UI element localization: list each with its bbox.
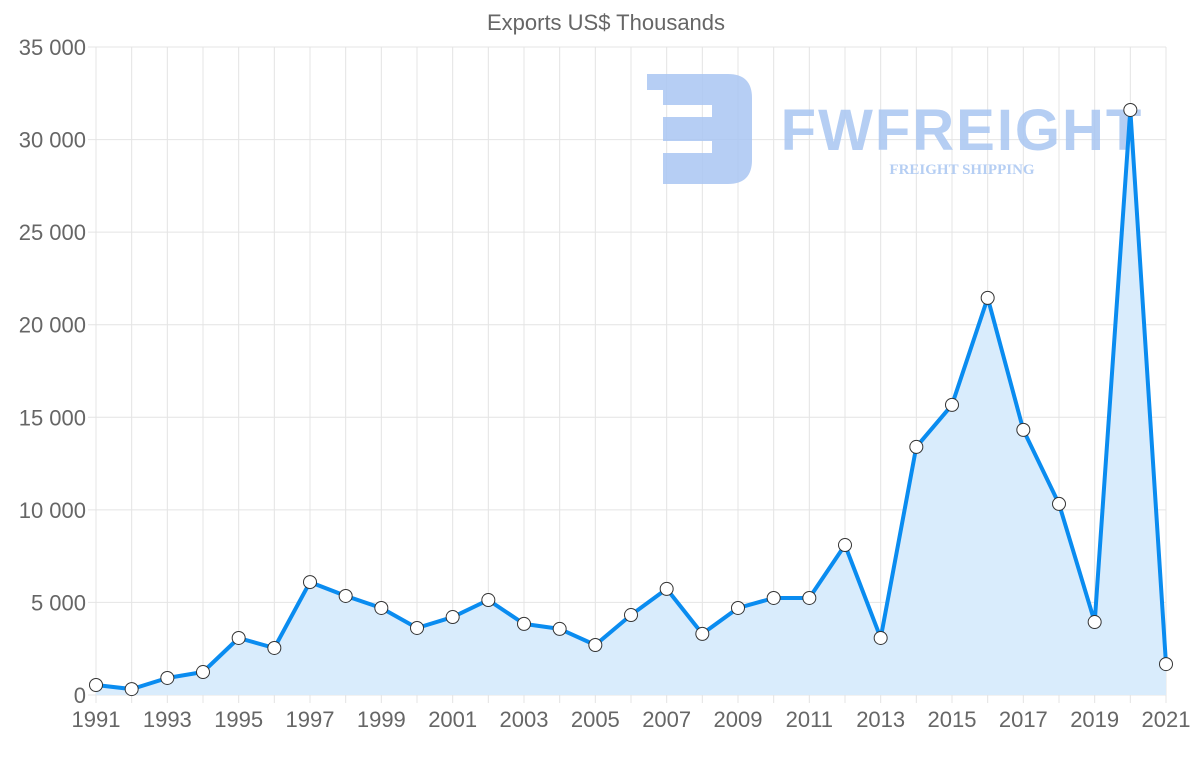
data-point[interactable]	[588, 638, 603, 653]
data-point[interactable]	[873, 630, 888, 645]
y-tick-label: 30 000	[19, 128, 86, 153]
data-point[interactable]	[766, 590, 781, 605]
x-tick-label: 2015	[928, 707, 977, 732]
data-point[interactable]	[945, 397, 959, 412]
y-tick-label: 15 000	[19, 405, 86, 430]
data-point[interactable]	[695, 626, 710, 641]
data-point[interactable]	[624, 608, 638, 623]
data-point[interactable]	[552, 621, 567, 636]
data-point[interactable]	[303, 575, 317, 590]
y-tick-label: 0	[74, 683, 86, 708]
data-point[interactable]	[338, 588, 353, 603]
data-point[interactable]	[196, 665, 210, 680]
x-tick-label: 2011	[786, 707, 833, 732]
x-tick-label: 2021	[1142, 707, 1191, 732]
x-tick-label: 1991	[72, 707, 121, 732]
x-tick-label: 2009	[714, 707, 763, 732]
y-tick-label: 35 000	[19, 35, 86, 60]
data-point[interactable]	[980, 290, 995, 305]
data-point[interactable]	[1052, 496, 1066, 511]
data-point[interactable]	[909, 439, 924, 454]
grid	[88, 46, 1167, 703]
x-tick-label: 2013	[856, 707, 905, 732]
data-point[interactable]	[445, 610, 460, 625]
logo-mark-icon	[647, 74, 752, 184]
x-tick-label: 2017	[999, 707, 1048, 732]
data-point[interactable]	[731, 600, 745, 615]
data-point[interactable]	[231, 630, 246, 645]
y-tick-label: 5 000	[31, 590, 86, 615]
y-tick-label: 25 000	[19, 220, 86, 245]
x-tick-label: 2003	[500, 707, 549, 732]
data-point[interactable]	[1087, 615, 1102, 630]
series-points	[89, 102, 1173, 697]
data-point[interactable]	[1016, 422, 1031, 437]
y-tick-label: 10 000	[19, 498, 86, 523]
y-tick-label: 20 000	[19, 313, 86, 338]
x-tick-label: 2019	[1070, 707, 1119, 732]
x-tick-label: 2005	[571, 707, 620, 732]
x-tick-label: 2007	[642, 707, 691, 732]
data-point[interactable]	[481, 593, 496, 608]
data-point[interactable]	[160, 670, 175, 685]
data-point[interactable]	[410, 620, 424, 635]
x-tick-label: 1993	[143, 707, 192, 732]
watermark-brand: FWFREIGHT	[781, 98, 1144, 163]
x-axis: 1991 1993 1995 1997 1999 2001 2003 2005 2007 2009…	[72, 707, 1191, 732]
data-point[interactable]	[802, 590, 817, 605]
x-tick-label: 1999	[357, 707, 406, 732]
data-point[interactable]	[89, 678, 103, 693]
data-point[interactable]	[517, 616, 531, 631]
x-tick-label: 1995	[214, 707, 263, 732]
y-axis: 0 5 000 10 000 15 000 20 000 25 000 30 000 35 0…	[19, 35, 86, 708]
data-point[interactable]	[124, 682, 139, 697]
data-point[interactable]	[374, 600, 389, 615]
data-point[interactable]	[659, 581, 674, 596]
x-tick-label: 1997	[286, 707, 335, 732]
watermark-tagline: FREIGHT SHIPPING	[889, 162, 1034, 178]
chart-title: Exports US$ Thousands	[487, 10, 725, 35]
data-point[interactable]	[267, 640, 282, 655]
data-point[interactable]	[1123, 102, 1138, 117]
x-tick-label: 2001	[428, 707, 477, 732]
data-point[interactable]	[838, 538, 852, 553]
data-point[interactable]	[1159, 657, 1173, 672]
